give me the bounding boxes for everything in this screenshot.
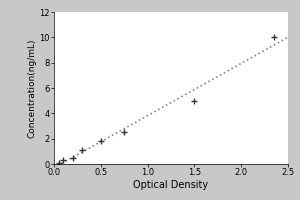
X-axis label: Optical Density: Optical Density [134,180,208,190]
Y-axis label: Concentration(ng/mL): Concentration(ng/mL) [28,38,37,138]
